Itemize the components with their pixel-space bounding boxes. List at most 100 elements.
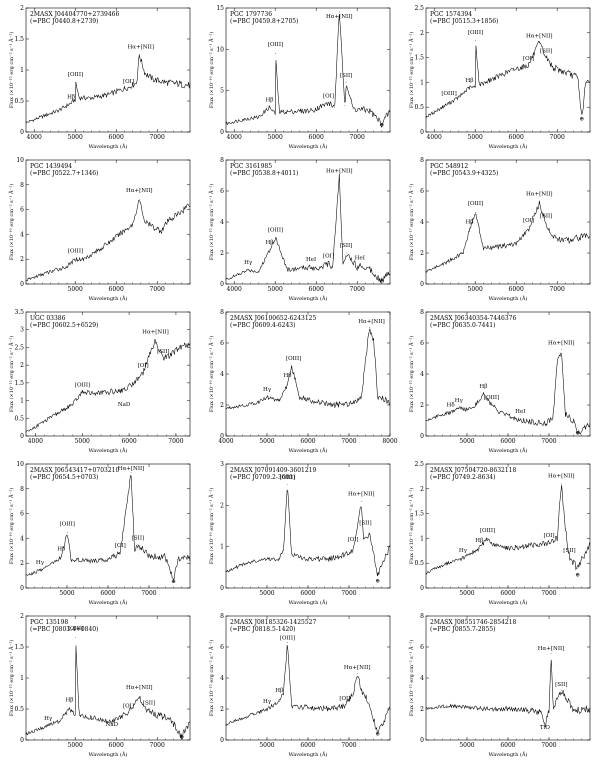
- plot-frame: [225, 7, 391, 133]
- object-name: 2MASX J07504720-8632118: [430, 467, 516, 474]
- y-tick-label: 10: [216, 46, 224, 53]
- spectrum-point: [348, 403, 350, 404]
- line-annotation: Hα+[NII]: [358, 319, 385, 325]
- spectrum-point: [274, 113, 276, 115]
- y-axis-label: Flux (×10⁻¹⁶ erg cm⁻² s⁻¹ Å⁻¹): [207, 488, 215, 564]
- spectrum-point: [165, 556, 166, 558]
- y-tick-label: 4: [20, 231, 24, 238]
- x-tick-label: 5000: [59, 590, 74, 597]
- spectrum-point: [569, 557, 570, 559]
- x-axis-label: Wavelength (Å): [289, 750, 328, 758]
- spectrum-point: [389, 401, 391, 403]
- spectrum-chart: 4000 5000 6000 7000 0 5 10 15 Wavelength (Å) Flux…: [207, 5, 391, 150]
- y-axis-label: Flux (×10⁻¹⁶ erg cm⁻² s⁻¹ Å⁻¹): [207, 336, 215, 412]
- spectrum-line: [25, 475, 191, 581]
- x-tick-label: 6000: [300, 438, 315, 445]
- spectrum-point: [446, 261, 447, 263]
- line-annotation: [OIII]: [286, 356, 301, 362]
- line-annotation: NaD: [106, 722, 119, 728]
- spectrum-chart: 5000 6000 7000 0 2 4 6 8 10 Wavelength (Å) Flux (×…: [7, 461, 191, 606]
- spectrum-chart: 5000 6000 7000 0 2 4 6 8 Wavelength (Å) Flux (×10…: [207, 613, 391, 758]
- spectrum-point: [425, 572, 427, 574]
- line-annotation: Hα+[NII]: [126, 685, 153, 691]
- spectrum-point: [111, 721, 113, 722]
- spectrum-point: [83, 258, 84, 260]
- spectrum-point: [344, 554, 346, 556]
- x-tick-label: 5000: [68, 742, 83, 749]
- x-tick-label: 5000: [259, 742, 274, 749]
- spectrum-point: [60, 556, 62, 558]
- line-annotation: [OIII]: [280, 635, 295, 641]
- x-tick-label: 7000: [541, 742, 556, 749]
- y-tick-label: 1: [20, 675, 24, 682]
- line-annotation: Hβ: [475, 538, 483, 544]
- spectrum-point: [115, 236, 117, 238]
- spectrum-point: [478, 84, 480, 86]
- spectrum-point: [278, 700, 280, 702]
- spectrum-point: [169, 717, 170, 719]
- x-tick-label: 7000: [150, 286, 165, 293]
- spectrum-panel: 5000 6000 7000 0 2 4 6 8 Wavelength (Å) Flux (×10…: [407, 612, 594, 762]
- line-annotation: [OI]: [523, 56, 534, 62]
- spectrum-point: [258, 271, 260, 272]
- spectrum-panel: 5000 6000 7000 0 2 4 6 8 10 Wavelength (Å) Flux (×…: [7, 156, 194, 306]
- spectrum-point: [360, 396, 362, 398]
- y-tick-label: 4: [420, 675, 424, 682]
- plot-frame: [225, 615, 391, 741]
- spectrum-point: [287, 484, 288, 486]
- y-axis-label: Flux (×10⁻¹⁶ erg cm⁻² s⁻¹ Å⁻¹): [7, 488, 15, 564]
- x-tick-label: 6000: [109, 742, 124, 749]
- spectrum-point: [287, 642, 288, 643]
- spectrum-point: [82, 391, 83, 393]
- y-tick-label: 5: [220, 88, 224, 95]
- spectrum-point: [328, 102, 329, 104]
- spectrum-point: [356, 266, 358, 268]
- line-annotation: [OIII]: [60, 522, 75, 528]
- x-tick-label: 5000: [459, 742, 474, 749]
- y-tick-label: 0: [20, 585, 24, 592]
- spectrum-point: [389, 708, 391, 710]
- line-annotation: [OIII]: [468, 30, 483, 36]
- y-axis-label: Flux (×10⁻¹⁶ erg cm⁻² s⁻¹ Å⁻¹): [207, 32, 215, 108]
- spectrum-point: [442, 106, 443, 108]
- spectrum-point: [581, 116, 583, 118]
- spectrum-point: [450, 412, 451, 414]
- spectrum-point: [462, 557, 464, 559]
- spectrum-point: [148, 555, 150, 557]
- spectrum-line: [225, 173, 391, 283]
- line-annotation: Hβ: [266, 98, 274, 104]
- spectrum-point: [177, 559, 179, 560]
- spectrum-point: [528, 64, 529, 66]
- line-annotation: Hβ: [57, 547, 65, 553]
- spectrum-point: [544, 725, 546, 727]
- y-tick-label: 6: [220, 188, 224, 195]
- x-tick-label: 6000: [121, 438, 136, 445]
- y-tick-label: 0: [220, 737, 224, 744]
- spectrum-point: [577, 432, 579, 434]
- spectrum-point: [177, 214, 179, 215]
- y-tick-label: 8: [220, 309, 224, 316]
- line-annotation: Hα+[NII]: [118, 466, 145, 472]
- spectrum-point: [95, 393, 97, 394]
- y-tick-label: 1.5: [14, 36, 24, 43]
- spectrum-point: [377, 575, 379, 576]
- line-annotation: HeI: [306, 257, 316, 263]
- line-annotation: [SII]: [143, 700, 155, 706]
- spectrum-point: [42, 116, 43, 117]
- spectrum-chart: 5000 6000 7000 0 0.5 1 1.5 2 Wavelength (Å) Flux …: [7, 613, 191, 758]
- object-name: (=PBC J0609.4-6243): [230, 322, 295, 329]
- line-annotation: [OIII]: [75, 383, 90, 389]
- line-annotation: Hγ: [244, 260, 253, 266]
- line-annotation: [OI]: [523, 218, 534, 224]
- spectrum-point: [565, 413, 566, 415]
- spectrum-point: [130, 472, 132, 474]
- y-tick-label: 3.5: [14, 309, 24, 316]
- y-tick-label: 0: [220, 433, 224, 440]
- plot-frame: [425, 463, 591, 589]
- x-tick-label: 6000: [109, 286, 124, 293]
- spectrum-point: [189, 557, 191, 559]
- x-axis-label: Wavelength (Å): [489, 142, 528, 150]
- x-tick-label: 6000: [509, 134, 524, 141]
- line-annotation: Hβ: [266, 240, 274, 246]
